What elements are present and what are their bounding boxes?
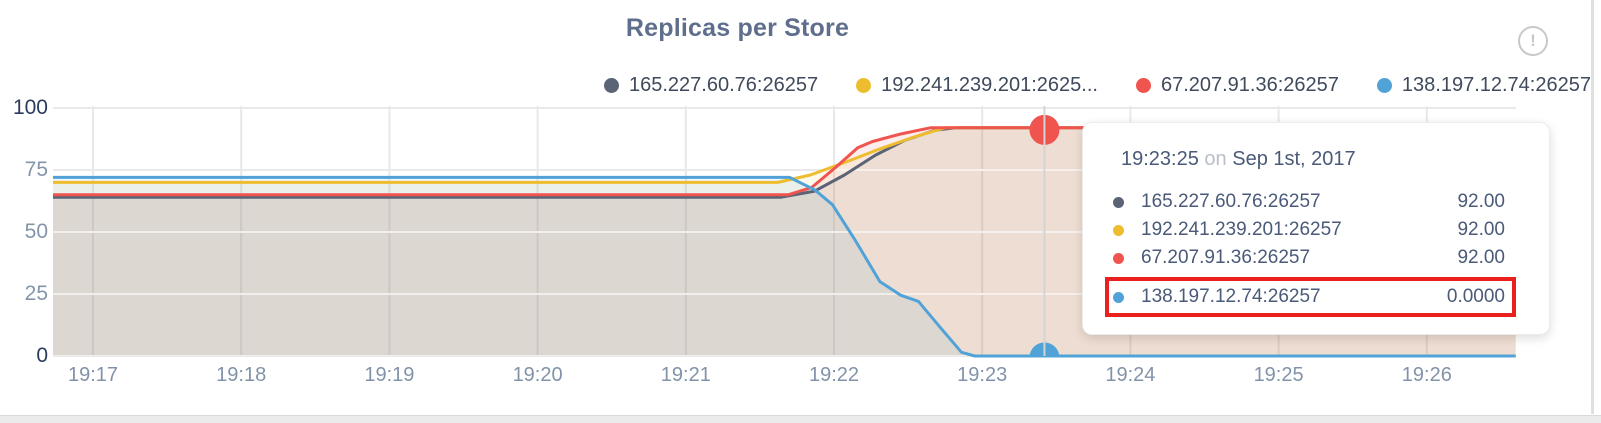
tooltip-time: 19:23:25 <box>1121 148 1199 170</box>
bottom-edge <box>0 415 1601 423</box>
tooltip-row: 67.207.91.36:26257 92.00 <box>1113 244 1505 272</box>
legend-dot-icon <box>1135 78 1151 93</box>
tooltip-on-word: on <box>1204 148 1227 170</box>
x-tick-label: 19:26 <box>1401 364 1452 386</box>
page-title: Replicas per Store <box>625 14 850 42</box>
tooltip-series-name: 138.197.12.74:26257 <box>1141 286 1321 307</box>
tooltip-rows: 165.227.60.76:26257 92.00 192.241.239.201:… <box>1083 188 1549 317</box>
legend-label: 192.241.239.201:2625... <box>881 74 1098 96</box>
x-tick-label: 19:25 <box>1253 364 1304 386</box>
x-tick-label: 19:20 <box>512 364 563 386</box>
tooltip-row-highlighted: 138.197.12.74:26257 0.0000 <box>1105 277 1516 317</box>
legend-label: 67.207.91.36:26257 <box>1160 74 1339 96</box>
legend-dot-icon <box>604 78 619 93</box>
series-line <box>53 175 1516 358</box>
info-icon[interactable]: ! <box>1518 26 1548 56</box>
tooltip-series-name: 67.207.91.36:26257 <box>1141 247 1311 268</box>
tooltip-series-name: 165.227.60.76:26257 <box>1141 191 1321 212</box>
tooltip-date: Sep 1st, 2017 <box>1232 148 1356 170</box>
legend-item-2[interactable]: 67.207.91.36:26257 <box>1135 74 1339 97</box>
tooltip-series-dot-icon <box>1113 252 1124 264</box>
tooltip-series-value: 0.0000 <box>1446 286 1505 307</box>
x-tick-label: 19:21 <box>660 364 711 386</box>
y-tick-label: 25 <box>24 282 48 305</box>
legend-label: 138.197.12.74:26257 <box>1401 74 1591 96</box>
y-tick-label: 75 <box>24 158 48 181</box>
tooltip-series-dot-icon <box>1113 291 1124 303</box>
legend-label: 165.227.60.76:26257 <box>629 74 819 96</box>
tooltip-series-value: 92.00 <box>1457 191 1505 212</box>
info-icon-glyph: ! <box>1530 31 1536 50</box>
legend-dot-icon <box>856 78 872 93</box>
tooltip-header: 19:23:25 on Sep 1st, 2017 <box>1121 148 1529 171</box>
chart-legend: 165.227.60.76:26257 192.241.239.201:2625.… <box>604 74 1591 97</box>
tooltip-row: 165.227.60.76:26257 92.00 <box>1113 188 1505 216</box>
series-line <box>53 126 1516 197</box>
legend-dot-icon <box>1376 78 1392 93</box>
x-tick-label: 19:19 <box>364 364 415 386</box>
tooltip-series-dot-icon <box>1113 196 1124 208</box>
legend-item-0[interactable]: 165.227.60.76:26257 <box>604 74 818 97</box>
tooltip-series-value: 92.00 <box>1457 219 1505 240</box>
x-tick-label: 19:17 <box>67 364 119 386</box>
tooltip-row: 192.241.239.201:26257 92.00 <box>1113 216 1505 244</box>
tooltip-series-value: 92.00 <box>1457 247 1505 268</box>
area-fill <box>53 177 1516 356</box>
x-tick-label: 19:24 <box>1105 364 1156 386</box>
x-tick-label: 19:23 <box>957 364 1008 386</box>
panel-divider <box>1591 0 1594 414</box>
x-tick-label: 19:18 <box>216 364 267 386</box>
x-tick-label: 19:22 <box>808 364 860 386</box>
tooltip-series-name: 192.241.239.201:26257 <box>1141 219 1342 240</box>
chart-tooltip: 19:23:25 on Sep 1st, 2017 165.227.60.76:… <box>1082 122 1550 335</box>
tooltip-series-dot-icon <box>1113 224 1124 236</box>
y-tick-label: 100 <box>12 96 48 119</box>
y-tick-label: 0 <box>36 344 48 367</box>
y-tick-label: 50 <box>24 220 48 243</box>
legend-item-1[interactable]: 192.241.239.201:2625... <box>856 74 1098 97</box>
legend-item-3[interactable]: 138.197.12.74:26257 <box>1376 74 1591 97</box>
